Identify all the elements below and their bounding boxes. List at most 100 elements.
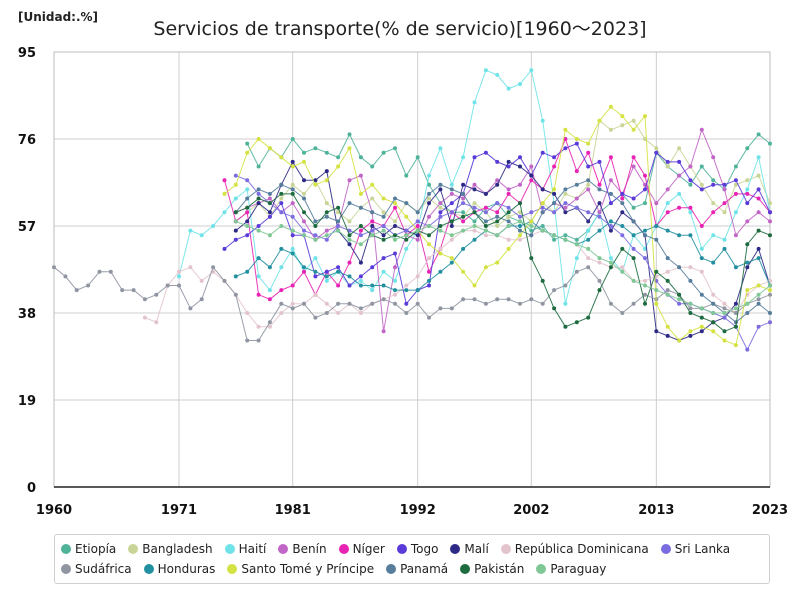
data-point (733, 324, 738, 329)
data-point (563, 205, 568, 210)
data-point (665, 159, 670, 164)
legend-item[interactable]: Níger (338, 539, 385, 559)
data-point (381, 150, 386, 155)
legend-item[interactable]: Pakistán (460, 559, 524, 579)
legend-swatch (143, 564, 154, 574)
legend-item[interactable]: Paraguay (536, 559, 606, 579)
data-point (177, 269, 181, 274)
data-point (711, 260, 716, 265)
data-point (336, 219, 341, 224)
data-point (267, 233, 272, 238)
data-point (86, 283, 91, 288)
legend-item[interactable]: Haití (224, 539, 266, 559)
data-point (393, 251, 397, 256)
data-point (370, 301, 375, 306)
data-point (608, 260, 613, 265)
data-point (347, 178, 352, 183)
data-point (256, 187, 261, 192)
data-point (211, 224, 216, 228)
data-point (438, 224, 443, 228)
data-point (699, 315, 704, 320)
data-point (620, 123, 625, 128)
data-point (472, 283, 477, 288)
data-point (745, 260, 750, 265)
data-point (449, 260, 454, 265)
data-point (245, 141, 250, 146)
data-point (483, 219, 488, 224)
legend-swatch (386, 564, 397, 574)
legend-item[interactable]: Sri Lanka (660, 539, 730, 559)
data-point (472, 182, 477, 187)
x-tick-label: 2002 (513, 503, 549, 518)
data-point (427, 191, 431, 196)
data-point (563, 127, 568, 132)
data-point (733, 306, 738, 311)
legend-item[interactable]: Santo Tomé y Príncipe (227, 559, 374, 579)
legend-item[interactable]: Etiopía (61, 539, 116, 559)
data-point (290, 182, 295, 187)
data-point (506, 159, 511, 164)
data-point (745, 347, 750, 352)
data-point (756, 132, 761, 137)
data-point (711, 301, 716, 306)
data-point (699, 224, 704, 228)
legend-item[interactable]: Panamá (386, 559, 448, 579)
data-point (574, 256, 579, 261)
data-point (722, 187, 727, 192)
data-point (665, 324, 670, 329)
data-point (393, 205, 397, 210)
data-point (381, 283, 386, 288)
data-point (620, 210, 625, 215)
data-point (711, 329, 716, 334)
data-point (427, 224, 431, 228)
legend-item[interactable]: Bangladesh (128, 539, 213, 559)
legend-swatch (500, 544, 511, 554)
data-point (631, 127, 636, 132)
legend-item[interactable]: Sudáfrica (61, 559, 132, 579)
data-point (438, 269, 443, 274)
legend-label: Bangladesh (142, 542, 213, 556)
data-point (358, 233, 363, 238)
data-point (188, 228, 193, 233)
legend-item[interactable]: Honduras (143, 559, 215, 579)
data-point (63, 274, 68, 279)
data-point (643, 278, 647, 283)
data-point (313, 178, 318, 183)
data-point (415, 288, 420, 293)
legend-item[interactable]: Malí (450, 539, 489, 559)
data-point (415, 233, 420, 238)
data-point (540, 187, 545, 192)
data-point (324, 201, 329, 206)
data-point (552, 191, 557, 196)
data-point (483, 150, 488, 155)
data-point (302, 301, 306, 306)
data-point (404, 246, 409, 251)
data-point (643, 228, 647, 233)
data-point (529, 228, 534, 233)
data-point (370, 219, 375, 224)
data-point (324, 269, 329, 274)
legend-item[interactable]: Togo (396, 539, 438, 559)
data-point (586, 237, 591, 242)
data-point (347, 201, 352, 206)
legend-item[interactable]: República Dominicana (500, 539, 649, 559)
data-point (279, 196, 284, 201)
data-point (393, 292, 397, 297)
data-point (745, 187, 750, 192)
data-point (529, 210, 534, 215)
data-point (449, 210, 454, 215)
data-point (336, 311, 341, 315)
data-point (370, 283, 375, 288)
data-point (302, 219, 306, 224)
data-point (245, 219, 250, 224)
data-point (358, 260, 363, 265)
data-point (290, 159, 295, 164)
data-point (302, 196, 306, 201)
legend-item[interactable]: Benín (278, 539, 327, 559)
data-point (643, 187, 647, 192)
data-point (597, 288, 602, 293)
data-point (677, 301, 682, 306)
data-point (279, 246, 284, 251)
data-point (506, 297, 511, 302)
